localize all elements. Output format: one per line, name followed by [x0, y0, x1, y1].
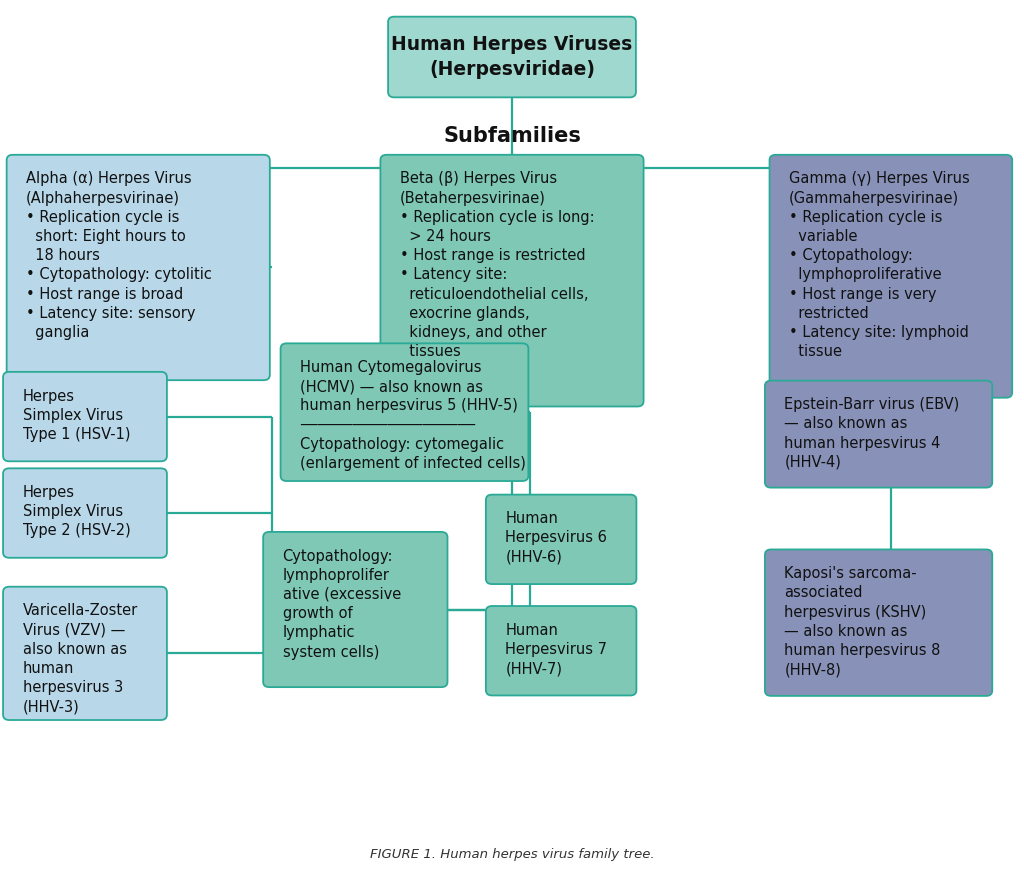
Text: Kaposi's sarcoma-
associated
herpesvirus (KSHV)
— also known as
human herpesviru: Kaposi's sarcoma- associated herpesvirus… — [784, 567, 941, 677]
Text: Human Cytomegalovirus
(HCMV) — also known as
human herpesvirus 5 (HHV-5)
───────: Human Cytomegalovirus (HCMV) — also know… — [300, 360, 526, 471]
Text: Human Herpes Viruses
(Herpesviridae): Human Herpes Viruses (Herpesviridae) — [391, 35, 633, 79]
FancyBboxPatch shape — [388, 17, 636, 97]
Text: Gamma (γ) Herpes Virus
(Gammaherpesvirinae)
• Replication cycle is
  variable
• : Gamma (γ) Herpes Virus (Gammaherpesvirin… — [788, 171, 970, 360]
FancyBboxPatch shape — [7, 154, 270, 381]
Text: Beta (β) Herpes Virus
(Betaherpesvirinae)
• Replication cycle is long:
  > 24 ho: Beta (β) Herpes Virus (Betaherpesvirinae… — [399, 171, 595, 360]
FancyBboxPatch shape — [765, 549, 992, 696]
FancyBboxPatch shape — [486, 606, 637, 695]
FancyBboxPatch shape — [3, 587, 167, 720]
FancyBboxPatch shape — [381, 154, 644, 407]
Text: FIGURE 1. Human herpes virus family tree.: FIGURE 1. Human herpes virus family tree… — [370, 848, 654, 861]
Text: Human
Herpesvirus 7
(HHV-7): Human Herpesvirus 7 (HHV-7) — [506, 623, 607, 676]
FancyBboxPatch shape — [3, 468, 167, 558]
FancyBboxPatch shape — [765, 381, 992, 488]
FancyBboxPatch shape — [3, 372, 167, 461]
Text: Varicella-Zoster
Virus (VZV) —
also known as
human
herpesvirus 3
(HHV-3): Varicella-Zoster Virus (VZV) — also know… — [23, 603, 138, 715]
Text: Herpes
Simplex Virus
Type 2 (HSV-2): Herpes Simplex Virus Type 2 (HSV-2) — [23, 485, 130, 538]
FancyBboxPatch shape — [281, 343, 528, 481]
Text: Herpes
Simplex Virus
Type 1 (HSV-1): Herpes Simplex Virus Type 1 (HSV-1) — [23, 389, 130, 442]
Text: Alpha (α) Herpes Virus
(Alphaherpesvirinae)
• Replication cycle is
  short: Eigh: Alpha (α) Herpes Virus (Alphaherpesvirin… — [27, 172, 212, 340]
Text: Epstein-Barr virus (EBV)
— also known as
human herpesvirus 4
(HHV-4): Epstein-Barr virus (EBV) — also known as… — [784, 397, 959, 470]
FancyBboxPatch shape — [486, 495, 637, 584]
Text: Human
Herpesvirus 6
(HHV-6): Human Herpesvirus 6 (HHV-6) — [506, 511, 607, 565]
Text: Subfamilies: Subfamilies — [443, 126, 581, 146]
FancyBboxPatch shape — [263, 531, 447, 688]
FancyBboxPatch shape — [770, 154, 1012, 398]
Text: Cytopathology:
lymphoprolifer
ative (excessive
growth of
lymphatic
system cells): Cytopathology: lymphoprolifer ative (exc… — [283, 549, 400, 660]
